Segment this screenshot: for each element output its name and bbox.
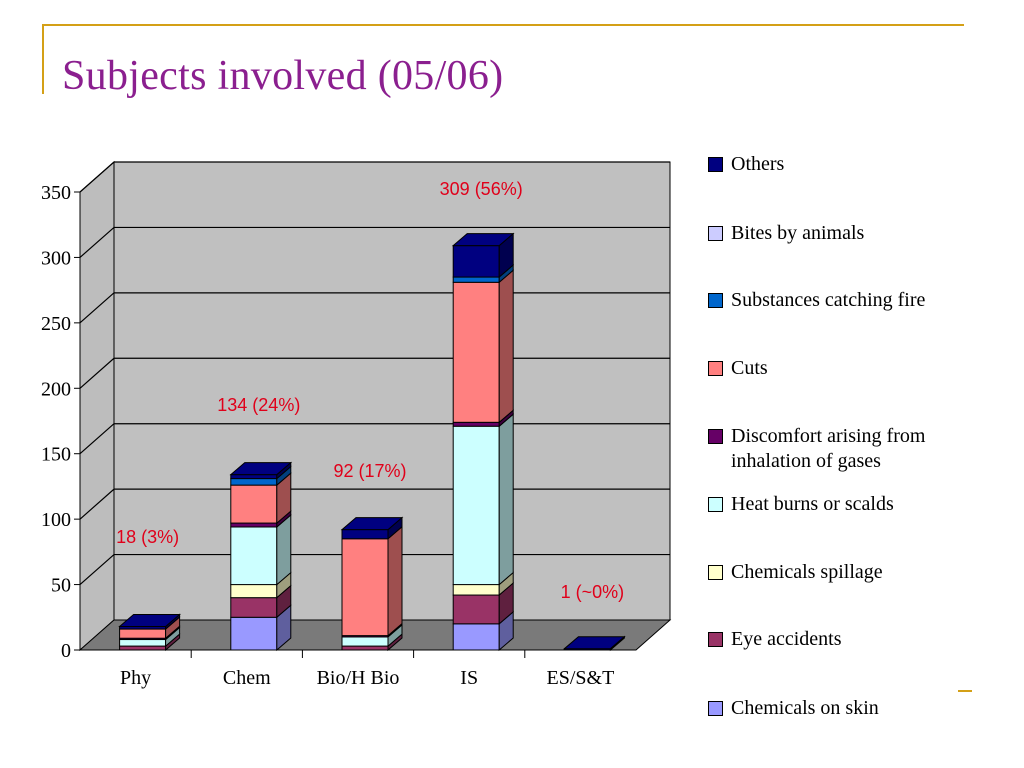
bar-total-label: 1 (~0%) <box>561 582 625 602</box>
legend-item: Heat burns or scalds <box>708 492 971 517</box>
x-tick-label: Phy <box>120 667 151 689</box>
legend-label: Bites by animals <box>731 222 865 244</box>
bar-segment <box>341 636 389 647</box>
legend-swatch <box>708 361 723 376</box>
bar-segment-side <box>498 269 514 424</box>
legend-item: Others <box>708 152 971 177</box>
bar-segment-side <box>387 525 403 637</box>
bar-segment <box>230 526 278 586</box>
x-tick-label: ES/S&T <box>547 667 615 689</box>
gridline <box>79 226 670 258</box>
legend-label: Eye accidents <box>731 628 842 650</box>
y-tick-label: 250 <box>41 313 71 335</box>
y-tick-label: 0 <box>61 640 71 662</box>
legend-label: Chemicals on skin <box>731 697 879 719</box>
bar-segment <box>230 474 278 480</box>
bar-segment <box>341 538 389 637</box>
bar-segment <box>230 584 278 599</box>
bar-segment <box>230 616 278 651</box>
bar-segment <box>452 281 500 423</box>
slide-title: Subjects involved (05/06) <box>62 53 504 99</box>
legend-swatch <box>708 429 723 444</box>
legend-item: Eye accidents <box>708 627 971 652</box>
legend-swatch <box>708 226 723 241</box>
legend-item: Substances catching fire <box>708 288 971 313</box>
legend-swatch <box>708 157 723 172</box>
x-tick-label: Bio/H Bio <box>317 667 400 689</box>
bar-total-label: 134 (24%) <box>217 395 300 415</box>
legend-swatch <box>708 701 723 716</box>
legend-label: Chemicals spillage <box>731 561 883 583</box>
bar-segment <box>230 597 278 618</box>
bar-top-face <box>118 613 181 627</box>
chart-side-wall <box>79 160 115 652</box>
bar-segment-side <box>498 413 514 586</box>
left-accent-rule <box>42 24 44 94</box>
top-accent-rule <box>42 24 964 26</box>
bar-segment <box>452 594 500 625</box>
y-tick-label: 150 <box>41 444 71 466</box>
legend-item: Bites by animals <box>708 221 971 246</box>
legend-label: Substances catching fire <box>731 289 926 311</box>
bar-segment <box>452 276 500 283</box>
bar-segment <box>452 421 500 427</box>
y-tick-label: 350 <box>41 182 71 204</box>
bar-segment <box>119 639 167 647</box>
bar-segment <box>119 645 167 651</box>
y-tick-label: 50 <box>51 575 71 597</box>
corner-accent-dash <box>958 690 972 692</box>
bar-total-label: 309 (56%) <box>440 179 523 199</box>
bar-total-label: 92 (17%) <box>333 461 406 481</box>
bar-segment <box>452 245 500 278</box>
bar-segment <box>230 522 278 528</box>
y-tick-label: 300 <box>41 247 71 269</box>
bar-top-face <box>451 233 515 247</box>
x-tick-label: IS <box>460 667 478 689</box>
legend-item: Chemicals spillage <box>708 560 971 585</box>
gridline <box>79 161 670 193</box>
legend-swatch <box>708 293 723 308</box>
bar-segment <box>452 584 500 596</box>
y-tick-label: 100 <box>41 509 71 531</box>
legend-swatch <box>708 497 723 512</box>
legend-swatch <box>708 632 723 647</box>
legend-item: Discomfort arising from inhalation of ga… <box>708 424 971 474</box>
bar-segment <box>230 478 278 486</box>
legend-swatch <box>708 565 723 580</box>
bar-total-label: 18 (3%) <box>116 527 179 547</box>
legend-item: Chemicals on skin <box>708 696 971 721</box>
y-tick-label: 200 <box>41 378 71 400</box>
legend-item: Cuts <box>708 356 971 381</box>
bar-segment <box>452 425 500 586</box>
bar-segment <box>452 623 500 651</box>
x-tick-label: Chem <box>223 667 271 689</box>
bar-segment <box>119 628 167 639</box>
legend-label: Discomfort arising from inhalation of ga… <box>731 425 926 472</box>
legend-label: Heat burns or scalds <box>731 493 894 515</box>
legend-label: Cuts <box>731 357 768 379</box>
bar-top-face <box>340 517 404 531</box>
bar-segment <box>341 529 389 540</box>
bar-top-face <box>563 636 626 650</box>
bar-segment <box>230 484 278 524</box>
bar-segment <box>341 645 389 651</box>
bar-top-face <box>229 462 293 476</box>
legend-label: Others <box>731 153 785 175</box>
